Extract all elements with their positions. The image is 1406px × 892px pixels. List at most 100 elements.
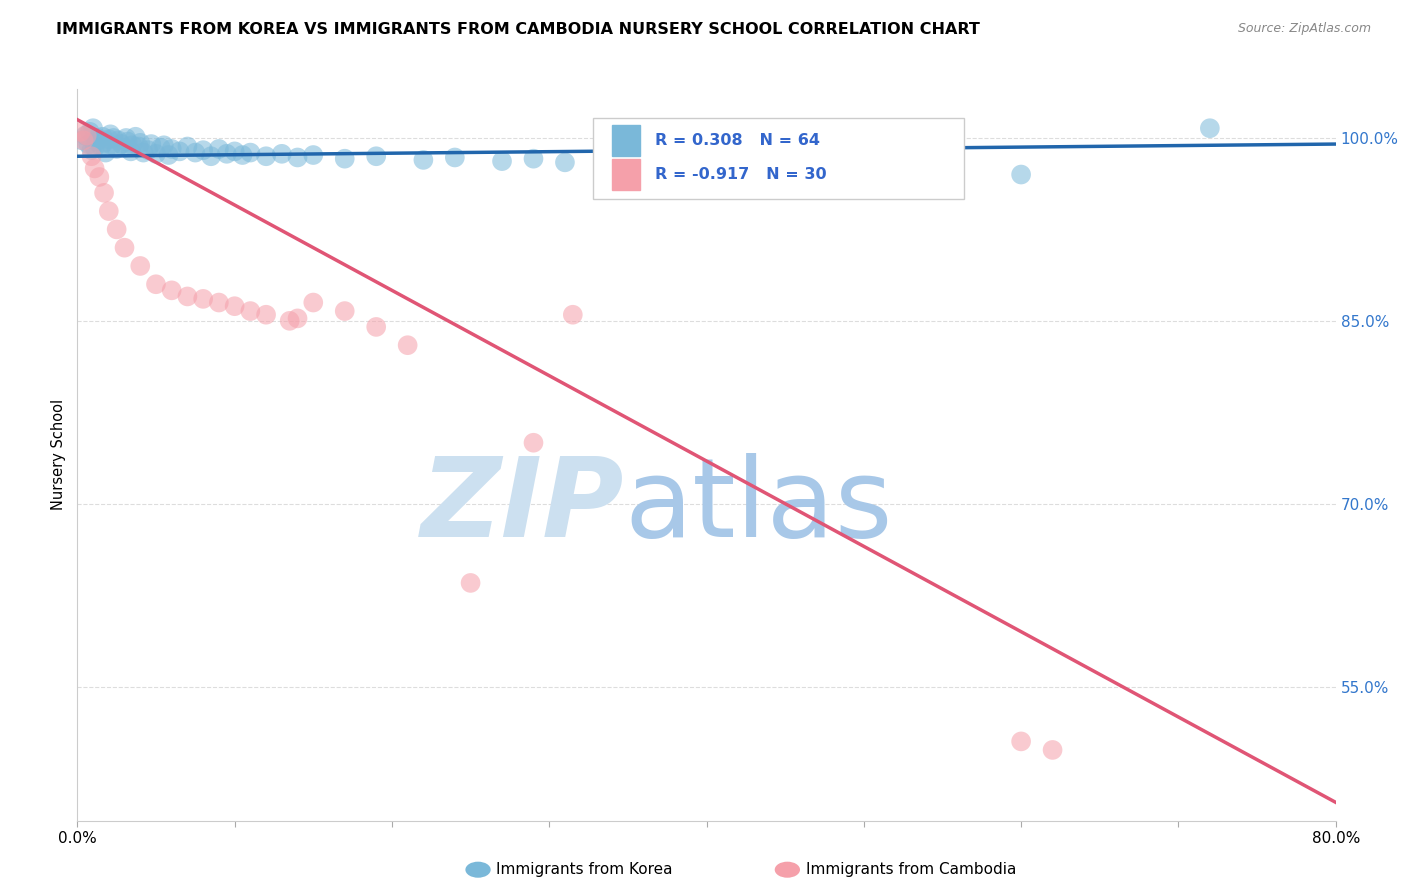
Text: R = 0.308   N = 64: R = 0.308 N = 64: [655, 133, 820, 148]
Point: [239, 145, 262, 160]
Point: [412, 153, 434, 167]
Point: [278, 314, 301, 328]
Point: [773, 161, 796, 176]
Point: [160, 284, 183, 298]
Point: [270, 146, 292, 161]
Point: [114, 141, 136, 155]
Point: [176, 139, 198, 153]
Point: [333, 304, 356, 318]
Point: [114, 241, 136, 255]
Point: [72, 133, 94, 147]
Point: [117, 135, 139, 149]
Point: [87, 131, 110, 145]
Point: [208, 142, 231, 156]
Point: [224, 145, 246, 159]
Point: [366, 149, 388, 163]
Point: [396, 338, 419, 352]
Point: [105, 222, 128, 236]
Point: [1010, 168, 1032, 182]
Point: [852, 164, 875, 178]
Point: [103, 131, 125, 145]
Text: IMMIGRANTS FROM KOREA VS IMMIGRANTS FROM CAMBODIA NURSERY SCHOOL CORRELATION CHA: IMMIGRANTS FROM KOREA VS IMMIGRANTS FROM…: [56, 22, 980, 37]
Point: [1042, 743, 1064, 757]
Point: [80, 143, 103, 157]
Point: [333, 152, 356, 166]
Point: [121, 138, 143, 153]
Point: [107, 133, 129, 147]
Y-axis label: Nursery School: Nursery School: [51, 400, 66, 510]
Point: [176, 289, 198, 303]
Point: [160, 142, 183, 156]
FancyBboxPatch shape: [593, 119, 965, 199]
Point: [366, 320, 388, 334]
Point: [215, 146, 238, 161]
Point: [128, 139, 150, 153]
Point: [149, 141, 172, 155]
Point: [1010, 734, 1032, 748]
Point: [491, 154, 513, 169]
Point: [554, 155, 576, 169]
Point: [129, 136, 152, 150]
Point: [80, 149, 103, 163]
Point: [254, 308, 277, 322]
Point: [460, 576, 482, 591]
Point: [145, 146, 167, 161]
Point: [129, 259, 152, 273]
Point: [110, 137, 132, 152]
Point: [105, 142, 128, 156]
Point: [287, 311, 309, 326]
Point: [97, 132, 120, 146]
Point: [302, 148, 325, 162]
Point: [302, 295, 325, 310]
Point: [76, 128, 98, 143]
Point: [124, 129, 146, 144]
Point: [191, 292, 215, 306]
Point: [561, 308, 583, 322]
Text: ZIP: ZIP: [422, 452, 624, 559]
Point: [522, 435, 544, 450]
Point: [239, 304, 262, 318]
Point: [98, 128, 121, 142]
Point: [69, 125, 91, 139]
Text: atlas: atlas: [624, 452, 893, 559]
Point: [444, 151, 467, 165]
Point: [287, 151, 309, 165]
Point: [169, 145, 191, 159]
Point: [208, 295, 231, 310]
Point: [115, 131, 138, 145]
Point: [75, 128, 97, 143]
Point: [141, 137, 163, 152]
Text: Source: ZipAtlas.com: Source: ZipAtlas.com: [1237, 22, 1371, 36]
Point: [93, 136, 115, 150]
Point: [83, 141, 105, 155]
Point: [94, 145, 117, 160]
Text: R = -0.917   N = 30: R = -0.917 N = 30: [655, 168, 827, 182]
Point: [91, 129, 114, 144]
FancyBboxPatch shape: [612, 160, 640, 190]
Point: [153, 138, 176, 153]
Point: [157, 148, 180, 162]
Point: [696, 160, 718, 174]
Point: [522, 152, 544, 166]
Point: [145, 277, 167, 292]
Point: [101, 138, 124, 153]
Text: Immigrants from Cambodia: Immigrants from Cambodia: [806, 863, 1017, 877]
Point: [97, 204, 120, 219]
Point: [224, 299, 246, 313]
Point: [82, 121, 104, 136]
Point: [931, 165, 953, 179]
Point: [90, 139, 112, 153]
Point: [89, 169, 111, 184]
Point: [77, 137, 100, 152]
Point: [93, 186, 115, 200]
Point: [191, 143, 215, 157]
Point: [200, 149, 222, 163]
Point: [83, 161, 105, 176]
Point: [136, 143, 159, 157]
Point: [231, 148, 253, 162]
Point: [84, 135, 107, 149]
Point: [1199, 121, 1222, 136]
Point: [120, 145, 142, 159]
Point: [184, 145, 207, 160]
FancyBboxPatch shape: [612, 125, 640, 156]
